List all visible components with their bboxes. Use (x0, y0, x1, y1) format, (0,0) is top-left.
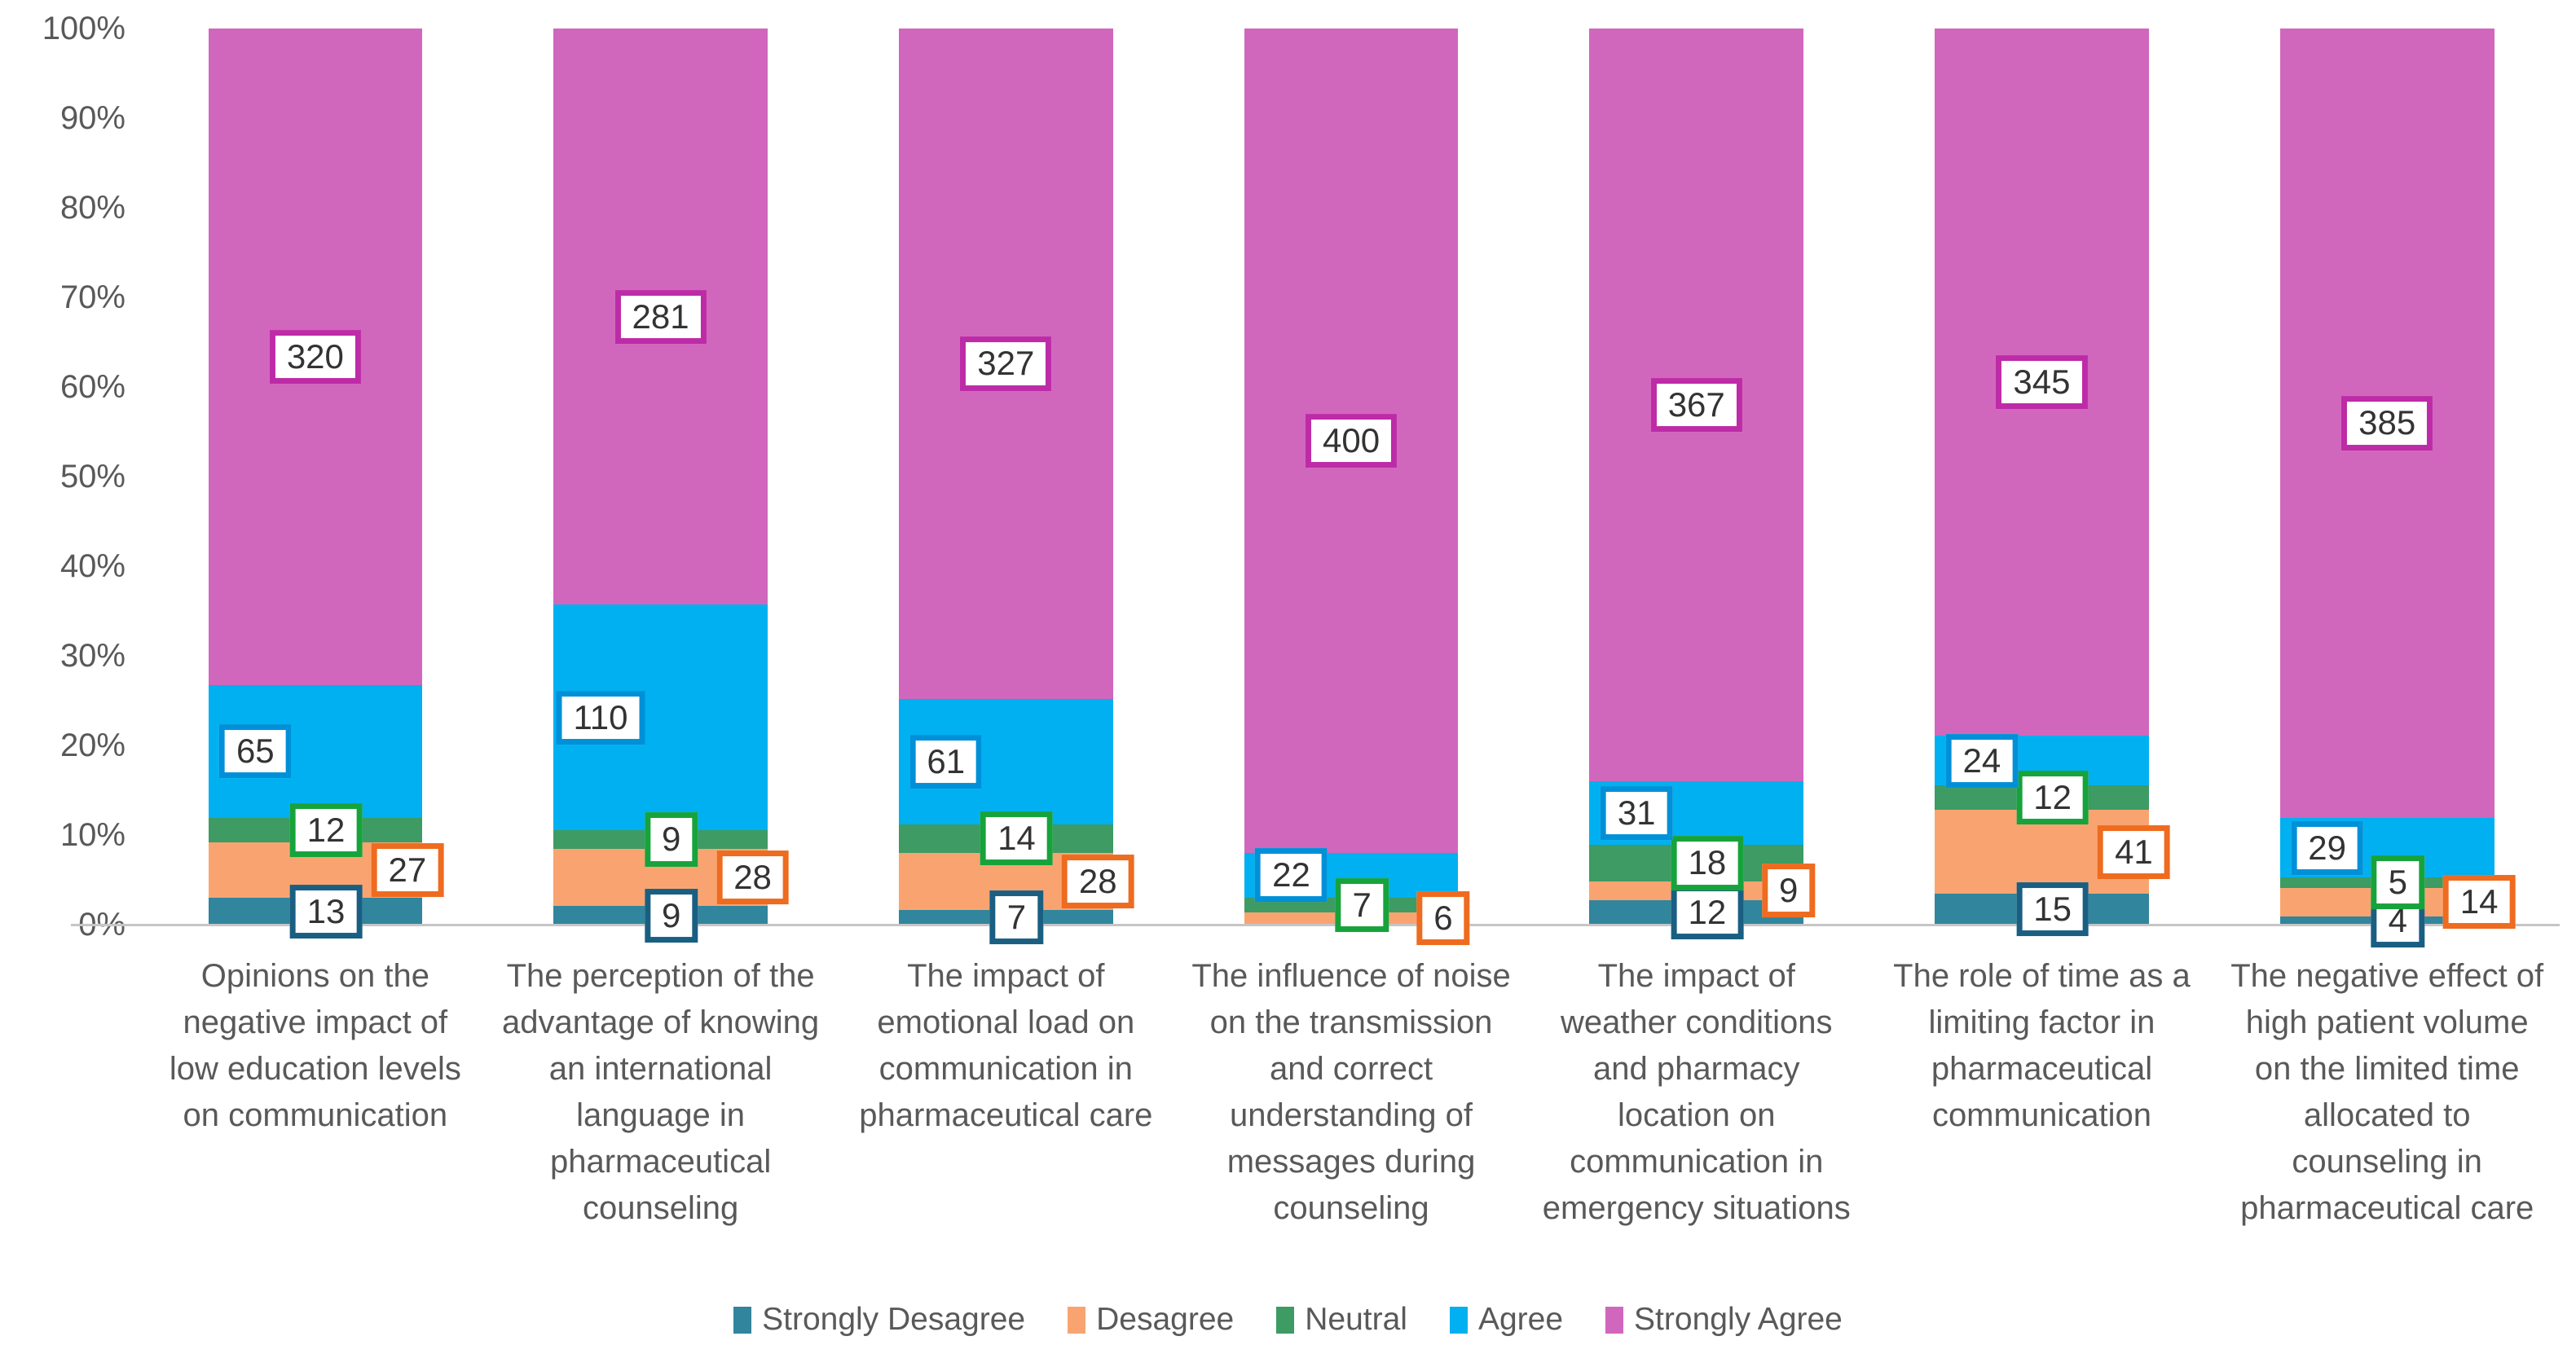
legend-marker-icon (733, 1306, 752, 1334)
data-label-neutral: 14 (980, 811, 1053, 866)
data-label-strongly-agree: 281 (614, 289, 707, 344)
bar-column: 7 28 14 61 327 (833, 29, 1178, 945)
y-tick-label: 40% (59, 548, 125, 584)
legend-label: Desagree (1096, 1302, 1235, 1337)
bars-container: 13 27 12 65 320 9 28 9 110 281 7 28 14 61 327 6 7 22 400 12… (143, 29, 2560, 948)
y-tick-label: 100% (42, 11, 125, 46)
legend-item-strongly-desagree: Strongly Desagree (733, 1302, 1025, 1338)
category-label: Opinions on the negative impact of low e… (169, 958, 461, 1133)
stacked-bar: 6 7 22 400 (1244, 29, 1470, 946)
data-label-strongly-desagree: 15 (2016, 882, 2089, 937)
y-tick-label: 80% (59, 190, 125, 226)
stacked-bar: 12 9 18 31 367 (1589, 29, 1816, 939)
legend-label: Strongly Desagree (762, 1302, 1026, 1337)
category-label: The negative effect of high patient volu… (2230, 958, 2544, 1226)
data-label-desagree: 28 (1061, 855, 1134, 909)
category-label: The role of time as a limiting factor in… (1893, 958, 2191, 1133)
data-label-strongly-desagree: 12 (1671, 885, 1744, 939)
data-label-neutral: 12 (2016, 770, 2089, 824)
stacked-bar: 9 28 9 110 281 (553, 29, 789, 943)
data-label-desagree: 14 (2442, 875, 2516, 930)
stacked-bar: 13 27 12 65 320 (208, 29, 444, 938)
data-label-desagree: 41 (2098, 824, 2170, 879)
y-tick-label: 90% (59, 100, 125, 136)
legend-marker-icon (1276, 1306, 1295, 1334)
data-label-desagree: 6 (1416, 891, 1470, 946)
y-tick-label: 20% (59, 727, 125, 763)
bar-column: 15 41 12 24 345 (1869, 29, 2215, 937)
legend-label: Strongly Agree (1634, 1302, 1843, 1337)
category-labels: Opinions on the negative impact of low e… (143, 953, 2560, 1232)
bar-column: 9 28 9 110 281 (488, 29, 834, 943)
data-label-strongly-agree: 367 (1650, 377, 1742, 432)
bar-column: 12 9 18 31 367 (1524, 29, 1869, 939)
legend-item-strongly-agree: Strongly Agree (1605, 1302, 1843, 1338)
data-label-strongly-agree: 400 (1305, 413, 1398, 468)
category-label: The impact of weather conditions and pha… (1542, 958, 1851, 1226)
data-label-desagree: 9 (1762, 864, 1816, 918)
data-label-neutral: 12 (289, 803, 363, 858)
x-axis-line (71, 924, 2560, 926)
data-label-neutral: 5 (2371, 855, 2424, 910)
data-label-desagree: 28 (716, 851, 789, 905)
data-label-desagree: 27 (371, 843, 444, 898)
legend-marker-icon (1068, 1306, 1086, 1334)
y-tick-label: 30% (59, 638, 125, 674)
category-label: The influence of noise on the transmissi… (1191, 958, 1511, 1226)
legend-item-desagree: Desagree (1068, 1302, 1234, 1338)
stacked-bar: 4 14 5 29 385 (2279, 29, 2516, 948)
bar-column: 4 14 5 29 385 (2214, 29, 2560, 948)
legend-label: Agree (1477, 1302, 1564, 1337)
legend-item-neutral: Neutral (1276, 1302, 1407, 1338)
bar-column: 6 7 22 400 (1178, 29, 1524, 946)
legend-item-agree: Agree (1449, 1302, 1564, 1338)
y-tick-label: 70% (59, 279, 125, 315)
data-label-agree: 61 (909, 734, 983, 789)
data-label-agree: 22 (1255, 848, 1328, 903)
data-label-agree: 29 (2291, 820, 2363, 875)
data-label-agree: 24 (1945, 733, 2019, 788)
legend: Strongly Desagree Desagree Neutral Agree Str… (0, 1302, 2576, 1338)
data-label-neutral: 18 (1671, 836, 1744, 890)
stacked-bar: 15 41 12 24 345 (1935, 29, 2170, 937)
data-label-strongly-agree: 345 (1996, 355, 2088, 410)
data-label-strongly-agree: 385 (2341, 396, 2433, 451)
data-label-neutral: 7 (1335, 877, 1389, 933)
data-label-strongly-desagree: 13 (289, 884, 363, 938)
data-label-strongly-desagree: 7 (989, 890, 1044, 945)
data-label-agree: 65 (218, 724, 292, 779)
data-label-strongly-agree: 320 (269, 329, 361, 384)
data-label-agree: 110 (556, 690, 645, 745)
data-label-neutral: 9 (645, 812, 698, 867)
y-axis: 0% 10% 20% 30% 40% 50% 60% 70% 80% 90% 100% (0, 0, 130, 1367)
legend-marker-icon (1605, 1306, 1624, 1334)
legend-label: Neutral (1305, 1302, 1407, 1337)
category-label: The perception of the advantage of knowi… (501, 958, 820, 1226)
y-tick-label: 10% (59, 817, 125, 853)
data-label-strongly-agree: 327 (960, 336, 1052, 391)
category-label: The impact of emotional load on communic… (859, 958, 1153, 1133)
y-tick-label: 50% (59, 459, 125, 494)
legend-marker-icon (1449, 1306, 1468, 1334)
plot-area: 13 27 12 65 320 9 28 9 110 281 7 28 14 61 327 6 7 22 400 12… (71, 29, 2560, 948)
data-label-strongly-desagree: 9 (645, 888, 698, 943)
data-label-agree: 31 (1600, 785, 1673, 840)
y-tick-label: 60% (59, 369, 125, 405)
bar-column: 13 27 12 65 320 (143, 29, 488, 938)
stacked-bar: 7 28 14 61 327 (898, 29, 1134, 945)
